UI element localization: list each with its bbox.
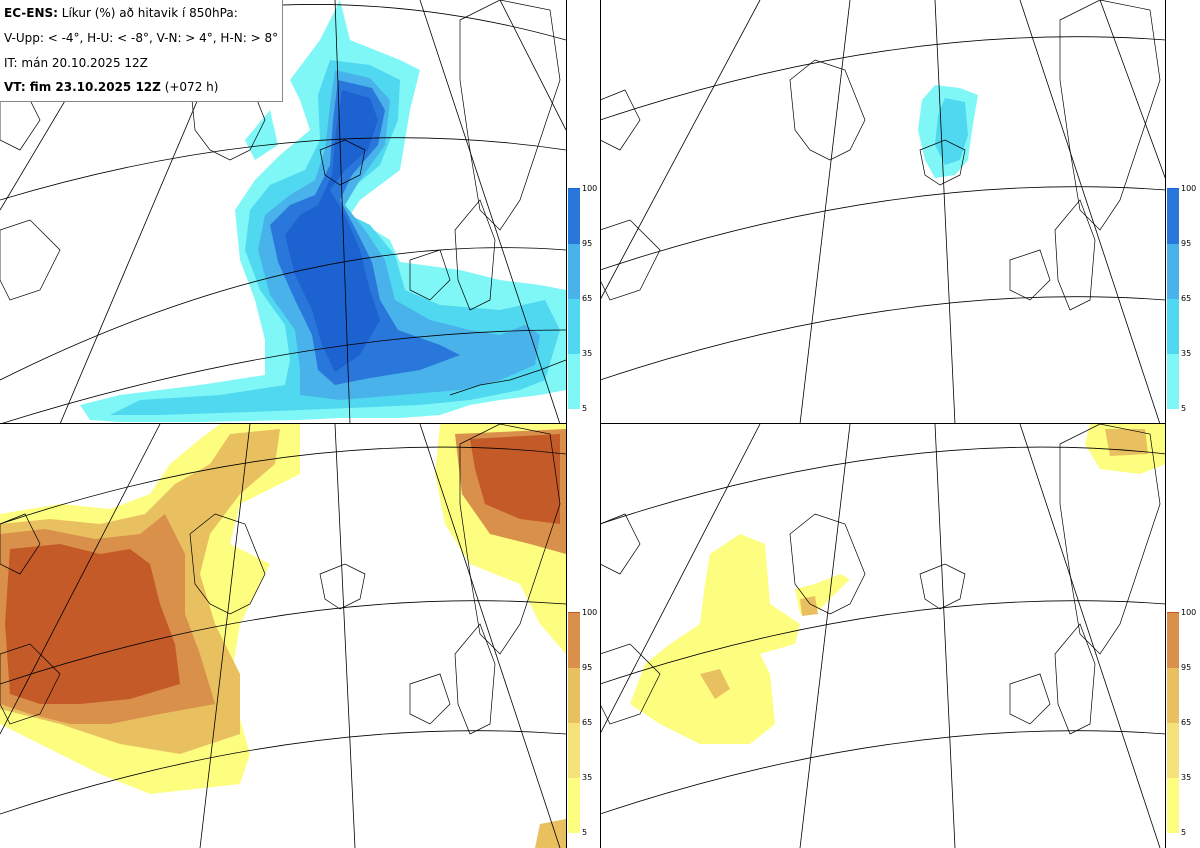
colorbar-tick-label: 100	[1181, 608, 1197, 617]
prob-area-35b	[800, 596, 818, 616]
colorbar-cold	[1167, 188, 1179, 409]
colorbar-tick-label: 5	[582, 404, 588, 413]
colorbar-tick-label: 5	[582, 828, 588, 837]
map-panel-warm-plus8	[600, 424, 1166, 848]
coastlines	[600, 0, 1161, 311]
colorbar-tick-label: 95	[582, 239, 593, 248]
panel-divider	[600, 0, 601, 848]
colorbar-tick-label: 65	[1181, 718, 1192, 727]
title-description: Líkur (%) að hitavik í 850hPa:	[57, 6, 238, 20]
coastlines	[600, 424, 1161, 735]
graticule	[600, 0, 1166, 424]
map-cold-minus4	[0, 0, 566, 424]
colorbar-tick-label: 35	[582, 349, 593, 358]
colorbar-segment	[1167, 778, 1179, 833]
coastlines	[0, 424, 561, 735]
prob-area-35	[935, 98, 968, 165]
panel-divider	[600, 423, 1166, 424]
graticule	[600, 424, 1166, 848]
map-warm-plus8	[600, 424, 1166, 848]
prob-area-100-east	[470, 434, 560, 524]
colorbar-segment	[568, 188, 580, 189]
graticule	[0, 424, 566, 848]
colorbar-tick-label: 65	[582, 718, 593, 727]
colorbar-tick-label: 100	[1181, 184, 1197, 193]
colorbar-segment	[1167, 612, 1179, 613]
map-panel-cold-minus8	[600, 0, 1166, 424]
colorbar-tick-label: 95	[582, 663, 593, 672]
colorbar-segment	[568, 189, 580, 244]
colorbar-tick-label: 35	[1181, 349, 1192, 358]
colorbar-segment	[568, 299, 580, 354]
panel-divider	[0, 423, 566, 424]
colorbar-segment	[1167, 723, 1179, 778]
colorbar-segment	[1167, 188, 1179, 189]
prob-area-5	[630, 534, 800, 744]
colorbar-segment	[568, 723, 580, 778]
colorbar-segment	[1167, 299, 1179, 354]
colorbar-segment	[1167, 613, 1179, 668]
colorbar-segment	[1167, 244, 1179, 299]
colorbar-tick-label: 35	[582, 773, 593, 782]
prob-area-35	[700, 669, 730, 699]
colorbar-segment	[1167, 354, 1179, 409]
prob-area-100	[285, 90, 380, 372]
panel-divider	[566, 0, 567, 848]
colorbar-segment	[1167, 668, 1179, 723]
prob-area-35-se	[535, 819, 566, 848]
panel-divider	[1165, 0, 1166, 848]
map-cold-minus8	[600, 0, 1166, 424]
colorbar-segment	[1167, 189, 1179, 244]
colorbar-segment	[568, 613, 580, 668]
colorbar-tick-label: 100	[582, 608, 598, 617]
colorbar-cold	[568, 188, 580, 409]
colorbar-segment	[568, 668, 580, 723]
colorbar-tick-label: 95	[1181, 239, 1192, 248]
colorbar-tick-label: 95	[1181, 663, 1192, 672]
title-thresholds: V-Upp: < -4°, H-U: < -8°, V-N: > 4°, H-N…	[4, 31, 279, 45]
colorbar-warm	[568, 612, 580, 833]
title-lead-time: (+072 h)	[160, 80, 219, 94]
map-panel-cold-minus4: EC-ENS: Líkur (%) að hitavik í 850hPa: V…	[0, 0, 566, 424]
colorbar-segment	[568, 778, 580, 833]
map-warm-plus4	[0, 424, 566, 848]
colorbar-tick-label: 35	[1181, 773, 1192, 782]
title-model: EC-ENS:	[4, 6, 58, 20]
map-title-box: EC-ENS: Líkur (%) að hitavik í 850hPa: V…	[0, 0, 283, 102]
colorbar-tick-label: 65	[1181, 294, 1192, 303]
prob-area-5b	[245, 110, 278, 160]
colorbar-segment	[568, 244, 580, 299]
colorbar-tick-label: 100	[582, 184, 598, 193]
colorbar-segment	[568, 354, 580, 409]
colorbar-tick-label: 5	[1181, 828, 1187, 837]
prob-area-100	[5, 544, 180, 704]
title-init-time: IT: mán 20.10.2025 12Z	[4, 56, 148, 70]
colorbar-tick-label: 65	[582, 294, 593, 303]
prob-area-35-ne	[1105, 429, 1148, 456]
title-valid-time: VT: fim 23.10.2025 12Z	[4, 80, 161, 94]
map-panel-warm-plus4	[0, 424, 566, 848]
colorbar-segment	[568, 612, 580, 613]
colorbar-warm	[1167, 612, 1179, 833]
colorbar-tick-label: 5	[1181, 404, 1187, 413]
